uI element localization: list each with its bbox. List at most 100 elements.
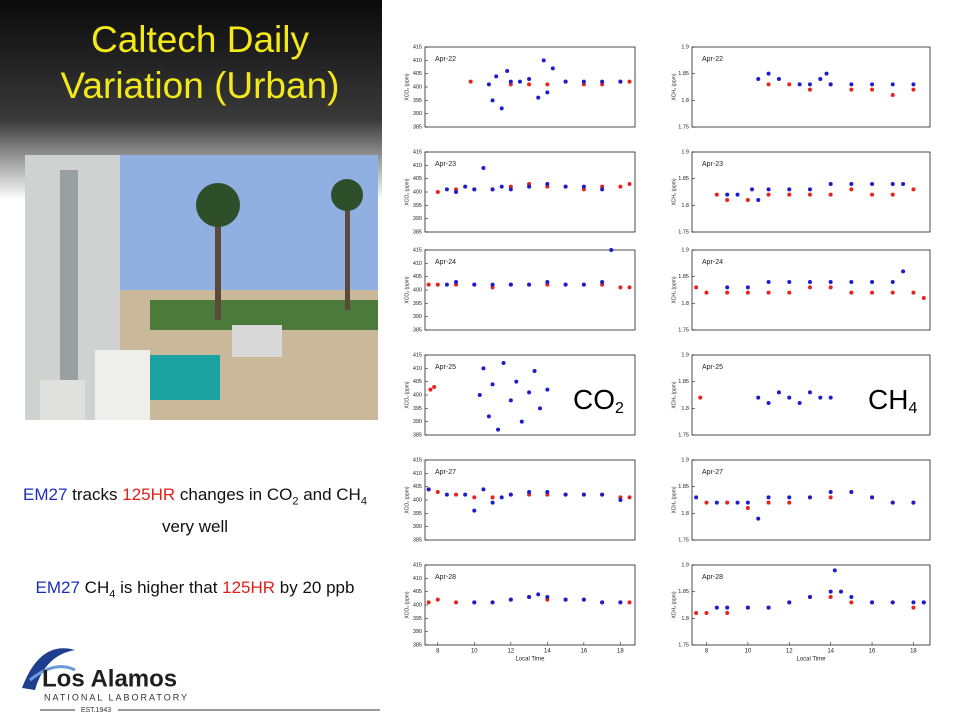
y-tick-label: 385: [413, 432, 422, 438]
data-point: [609, 248, 614, 252]
y-tick-label: 1.8: [681, 511, 689, 517]
y-axis-label: XCH₄ (ppm): [671, 178, 677, 205]
data-point: [517, 79, 522, 84]
x-tick-label: 18: [910, 649, 917, 655]
data-point: [563, 184, 568, 189]
data-point: [735, 192, 740, 197]
data-point: [787, 187, 792, 192]
data-point: [911, 290, 916, 295]
data-point: [550, 66, 555, 71]
data-point: [426, 487, 431, 492]
data-point: [756, 198, 761, 202]
y-axis-label: XCO₂ (ppm): [404, 381, 410, 409]
y-tick-label: 390: [413, 419, 422, 425]
note-text: very well: [161, 517, 229, 537]
plot-frame: [424, 564, 636, 646]
data-point: [807, 495, 812, 500]
data-point: [563, 79, 568, 84]
y-axis-label: XCO₂ (ppm): [404, 178, 410, 206]
big-label: CO2: [573, 384, 624, 417]
data-point: [787, 280, 792, 284]
data-point: [807, 280, 812, 284]
y-tick-label: 405: [413, 589, 422, 595]
data-point: [911, 82, 916, 87]
data-point: [807, 87, 812, 92]
data-point: [581, 184, 586, 189]
data-point: [454, 492, 459, 497]
data-point: [454, 190, 459, 194]
y-tick-label: 400: [413, 84, 422, 90]
y-tick-label: 1.8: [681, 203, 689, 209]
y-tick-label: 405: [413, 484, 422, 490]
data-point: [797, 401, 802, 405]
data-point: [787, 600, 792, 605]
data-point: [527, 390, 532, 395]
data-point: [890, 82, 895, 87]
y-tick-label: 400: [413, 497, 422, 503]
data-point: [828, 192, 833, 197]
panel-label: Apr-28: [435, 574, 456, 581]
data-point: [468, 79, 473, 84]
panel: 1.75 1.8 1.85 1.9 XCH₄ (ppm) Apr-27: [671, 457, 931, 543]
data-point: [444, 282, 449, 287]
data-point: [807, 595, 812, 599]
data-point: [545, 490, 550, 494]
panel: 1.75 1.8 1.85 1.9 XCH₄ (ppm) Apr-25 CH4: [671, 352, 931, 438]
y-tick-label: 415: [413, 247, 422, 253]
panel-label: Apr-24: [702, 259, 723, 266]
y-tick-label: 415: [413, 457, 422, 463]
y-tick-label: 385: [413, 229, 422, 235]
data-point: [745, 285, 750, 290]
data-point: [766, 280, 771, 284]
data-point: [849, 82, 854, 87]
y-tick-label: 385: [413, 642, 422, 648]
y-tick-label: 390: [413, 216, 422, 222]
data-point: [501, 361, 506, 365]
data-point: [428, 387, 433, 392]
x-tick-label: 18: [617, 649, 624, 655]
plot-frame: [424, 249, 636, 331]
y-tick-label: 395: [413, 301, 422, 307]
data-point: [828, 280, 833, 284]
note-text: 4: [360, 495, 367, 508]
data-point: [490, 495, 495, 500]
data-point: [756, 77, 761, 81]
y-tick-label: 390: [413, 524, 422, 530]
big-label: CH4: [868, 384, 917, 417]
plot-frame: [691, 354, 931, 436]
data-point: [426, 282, 431, 287]
data-point: [911, 87, 916, 92]
data-point: [787, 395, 792, 400]
plot-frame: [691, 459, 931, 541]
x-axis-label: Local Time: [515, 657, 545, 663]
y-tick-label: 415: [413, 352, 422, 358]
panel: 385 390 395 400 405 410 415 XCO₂ (ppm) Apr-23: [404, 149, 636, 235]
data-point: [454, 600, 459, 605]
logo-sub: NATIONAL LABORATORY: [44, 692, 189, 702]
data-point: [849, 182, 854, 186]
big-label-text: CH: [868, 384, 908, 415]
note-text: tracks: [67, 485, 123, 504]
y-tick-label: 400: [413, 189, 422, 195]
slide-title: Caltech Daily: [91, 19, 309, 60]
data-point: [444, 492, 449, 497]
data-point: [527, 184, 532, 189]
data-point: [890, 500, 895, 505]
y-tick-label: 1.85: [678, 176, 689, 182]
data-point: [807, 192, 812, 197]
note-text: and CH: [298, 485, 361, 504]
data-point: [890, 182, 895, 186]
data-point: [766, 82, 771, 87]
data-point: [532, 369, 537, 373]
data-point: [527, 82, 532, 87]
panel: 1.75 1.8 1.85 1.9 XCH₄ (ppm) Apr-22: [671, 44, 931, 130]
data-point: [870, 82, 875, 87]
data-point: [828, 589, 833, 594]
note-text: 125HR: [122, 485, 176, 504]
y-tick-label: 410: [413, 58, 422, 64]
data-point: [745, 506, 750, 510]
y-tick-label: 415: [413, 44, 422, 50]
y-tick-label: 405: [413, 379, 422, 385]
data-point: [508, 282, 513, 287]
x-axis-label: Local Time: [796, 657, 826, 663]
